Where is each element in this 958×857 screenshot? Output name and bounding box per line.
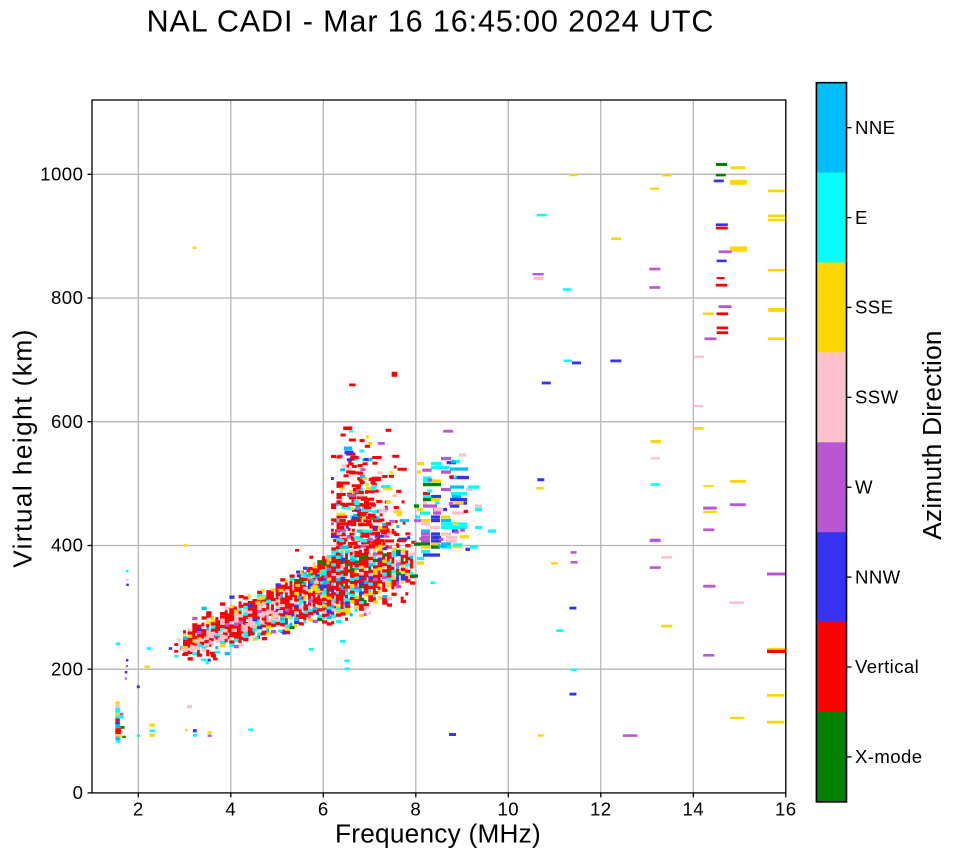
svg-text:12: 12	[590, 799, 612, 820]
svg-text:6: 6	[318, 799, 329, 820]
svg-text:NNE: NNE	[855, 117, 895, 138]
svg-text:NNW: NNW	[855, 566, 901, 587]
svg-text:4: 4	[225, 799, 236, 820]
svg-text:1000: 1000	[40, 164, 83, 185]
svg-text:NAL CADI - Mar 16 16:45:00 202: NAL CADI - Mar 16 16:45:00 2024 UTC	[147, 5, 715, 39]
svg-text:X-mode: X-mode	[855, 746, 923, 767]
svg-text:Frequency (MHz): Frequency (MHz)	[335, 819, 541, 849]
svg-text:10: 10	[497, 799, 519, 820]
svg-text:0: 0	[73, 782, 84, 803]
svg-text:800: 800	[51, 287, 84, 308]
svg-text:W: W	[855, 476, 873, 497]
svg-text:2: 2	[133, 799, 144, 820]
svg-text:SSE: SSE	[855, 297, 893, 318]
svg-text:Vertical: Vertical	[855, 656, 919, 677]
svg-text:8: 8	[410, 799, 421, 820]
svg-text:Virtual height (km): Virtual height (km)	[8, 328, 38, 568]
svg-text:16: 16	[775, 799, 797, 820]
svg-text:400: 400	[51, 535, 84, 556]
svg-text:600: 600	[51, 411, 84, 432]
svg-text:Azimuth Direction: Azimuth Direction	[917, 330, 947, 539]
svg-text:14: 14	[682, 799, 704, 820]
svg-text:200: 200	[51, 658, 84, 679]
svg-text:SSW: SSW	[855, 387, 899, 408]
svg-text:E: E	[855, 207, 868, 228]
